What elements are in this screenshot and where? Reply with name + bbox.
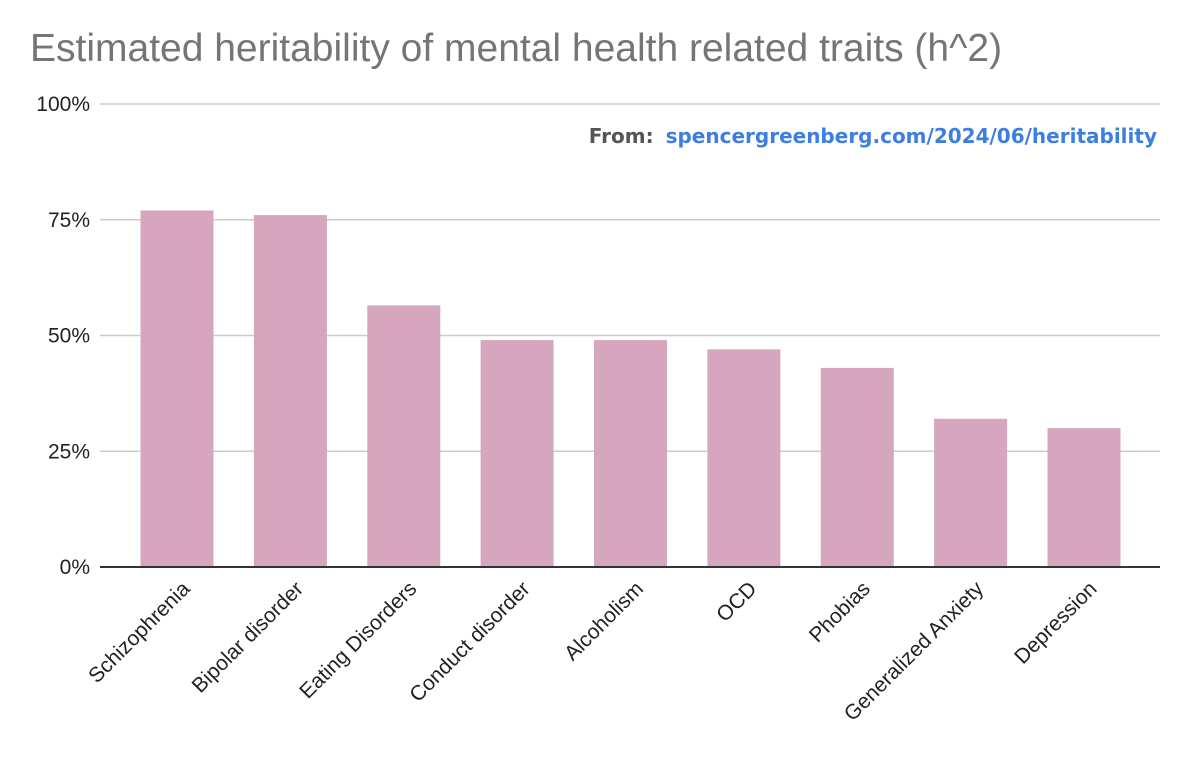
bar <box>1048 428 1121 567</box>
y-tick-label: 0% <box>60 556 90 579</box>
bar <box>367 305 440 567</box>
bar <box>821 368 894 567</box>
x-tick-label: Phobias <box>805 577 875 647</box>
bar <box>707 349 780 567</box>
bar <box>934 419 1007 567</box>
y-tick-label: 100% <box>36 93 90 116</box>
y-axis-ticks: 0% 25% 50% 75% 100% <box>36 93 90 579</box>
bar <box>141 211 214 568</box>
bar <box>594 340 667 567</box>
x-tick-label: Schizophrenia <box>84 577 195 688</box>
source-annotation: From: spencergreenberg.com/2024/06/herita… <box>589 124 1157 148</box>
bars <box>141 211 1121 568</box>
chart-title: Estimated heritability of mental health … <box>30 27 1002 70</box>
y-tick-label: 25% <box>48 440 90 463</box>
source-link[interactable]: spencergreenberg.com/2024/06/heritabilit… <box>666 124 1157 148</box>
source-prefix: From: <box>589 124 654 148</box>
y-tick-label: 50% <box>48 325 90 348</box>
x-tick-label: Bipolar disorder <box>188 577 308 697</box>
bar <box>481 340 554 567</box>
bar <box>254 215 327 567</box>
y-tick-label: 75% <box>48 209 90 232</box>
x-tick-label: Eating Disorders <box>295 577 421 703</box>
bar-chart: Estimated heritability of mental health … <box>0 0 1200 757</box>
x-tick-label: Conduct disorder <box>405 577 534 706</box>
x-tick-label: Alcoholism <box>560 577 648 665</box>
x-tick-label: Depression <box>1010 577 1101 668</box>
x-tick-label: OCD <box>712 577 761 626</box>
